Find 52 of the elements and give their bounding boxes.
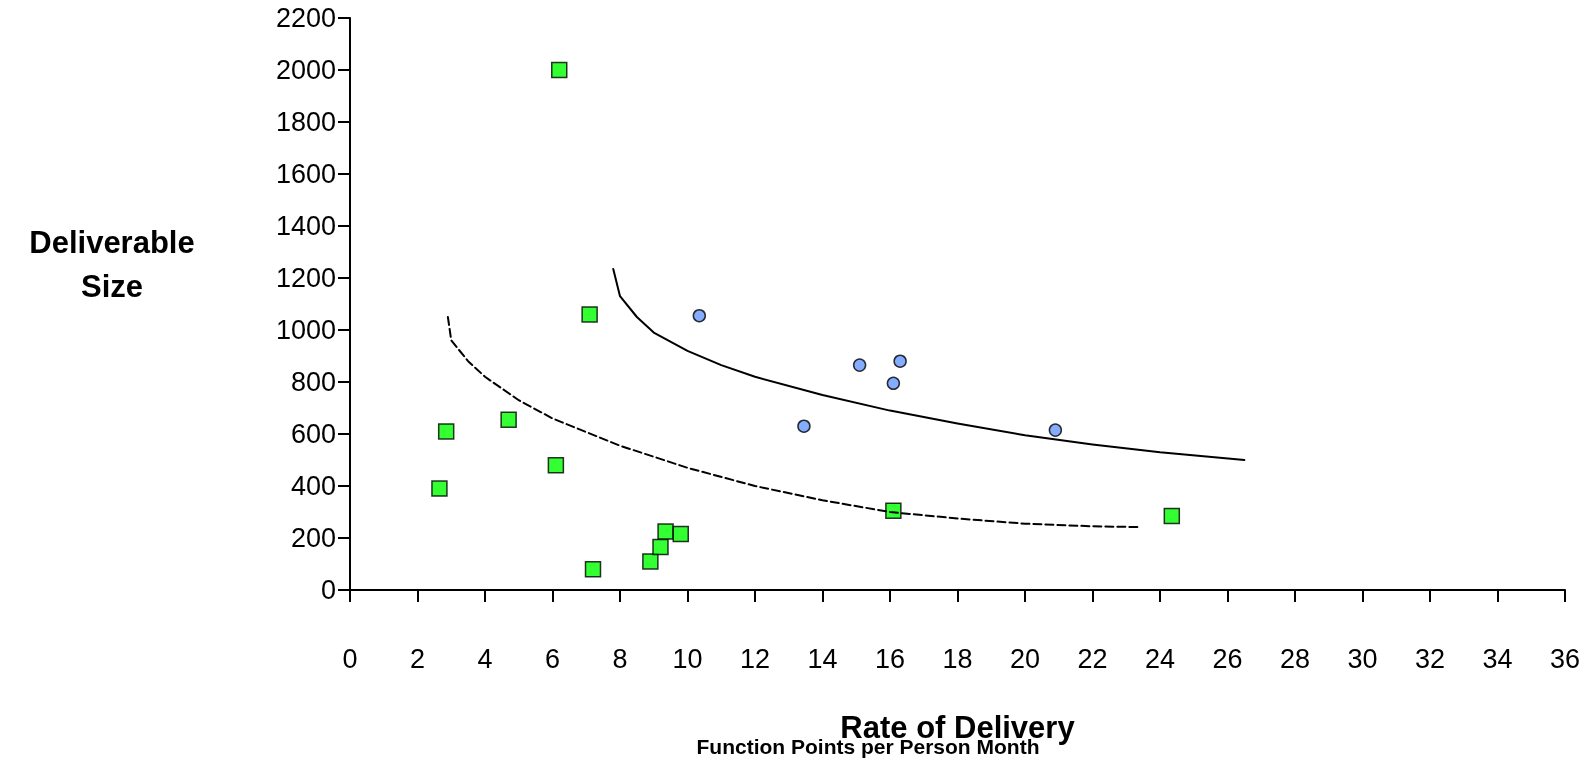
x-tick-label: 14 <box>807 643 838 674</box>
point <box>797 419 811 433</box>
x-tick-label: 12 <box>739 643 771 674</box>
x-tick-label: 22 <box>1077 643 1108 674</box>
y-tick-label: 0 <box>320 575 336 605</box>
x-tick-label: 32 <box>1414 643 1446 674</box>
y-tick-label: 2200 <box>275 3 336 33</box>
y-tick-label: 1000 <box>275 315 336 345</box>
y-tick-label: 1600 <box>275 159 336 189</box>
x-tick-label: 24 <box>1144 643 1176 674</box>
x-tick-label: 6 <box>544 643 561 674</box>
y-tick-label: 1400 <box>275 211 336 241</box>
point <box>642 553 659 570</box>
x-tick-label: 26 <box>1212 643 1243 674</box>
x-tick-label: 10 <box>672 643 703 674</box>
point <box>1048 423 1063 437</box>
point <box>886 376 901 391</box>
x-tick-label: 20 <box>1009 643 1041 674</box>
point <box>500 411 517 428</box>
y-tick-label: 1800 <box>275 107 336 137</box>
x-tick-label: 36 <box>1549 643 1581 674</box>
point <box>692 308 707 323</box>
x-tick-label: 0 <box>342 643 358 674</box>
point <box>551 61 568 79</box>
point <box>584 560 602 578</box>
point <box>672 525 689 543</box>
x-tick-label: 4 <box>477 643 493 674</box>
line-series <box>612 267 1246 461</box>
y-tick-label: 1200 <box>275 263 336 293</box>
x-tick-label: 16 <box>874 643 906 674</box>
point <box>652 538 669 556</box>
point <box>437 423 455 440</box>
y-tick-label: 400 <box>290 471 336 501</box>
x-tick-label: 2 <box>409 643 426 674</box>
point <box>657 523 674 540</box>
x-tick-label: 30 <box>1347 643 1378 674</box>
point <box>431 480 448 497</box>
point <box>893 354 907 368</box>
point <box>1163 507 1181 525</box>
point <box>547 456 565 474</box>
y-tick-label: 600 <box>290 419 336 449</box>
line-series <box>446 316 1141 529</box>
y-tick-label: 2000 <box>275 55 336 85</box>
x-tick-label: 34 <box>1482 643 1513 674</box>
y-axis-title: Deliverable Size <box>29 224 195 304</box>
y-tick-label: 200 <box>290 523 336 553</box>
point <box>852 358 867 372</box>
x-tick-label: 28 <box>1279 643 1311 674</box>
x-tick-label: 8 <box>612 643 628 674</box>
point <box>581 306 598 323</box>
x-tick-label: 18 <box>942 643 973 674</box>
y-tick-label: 800 <box>290 367 336 397</box>
